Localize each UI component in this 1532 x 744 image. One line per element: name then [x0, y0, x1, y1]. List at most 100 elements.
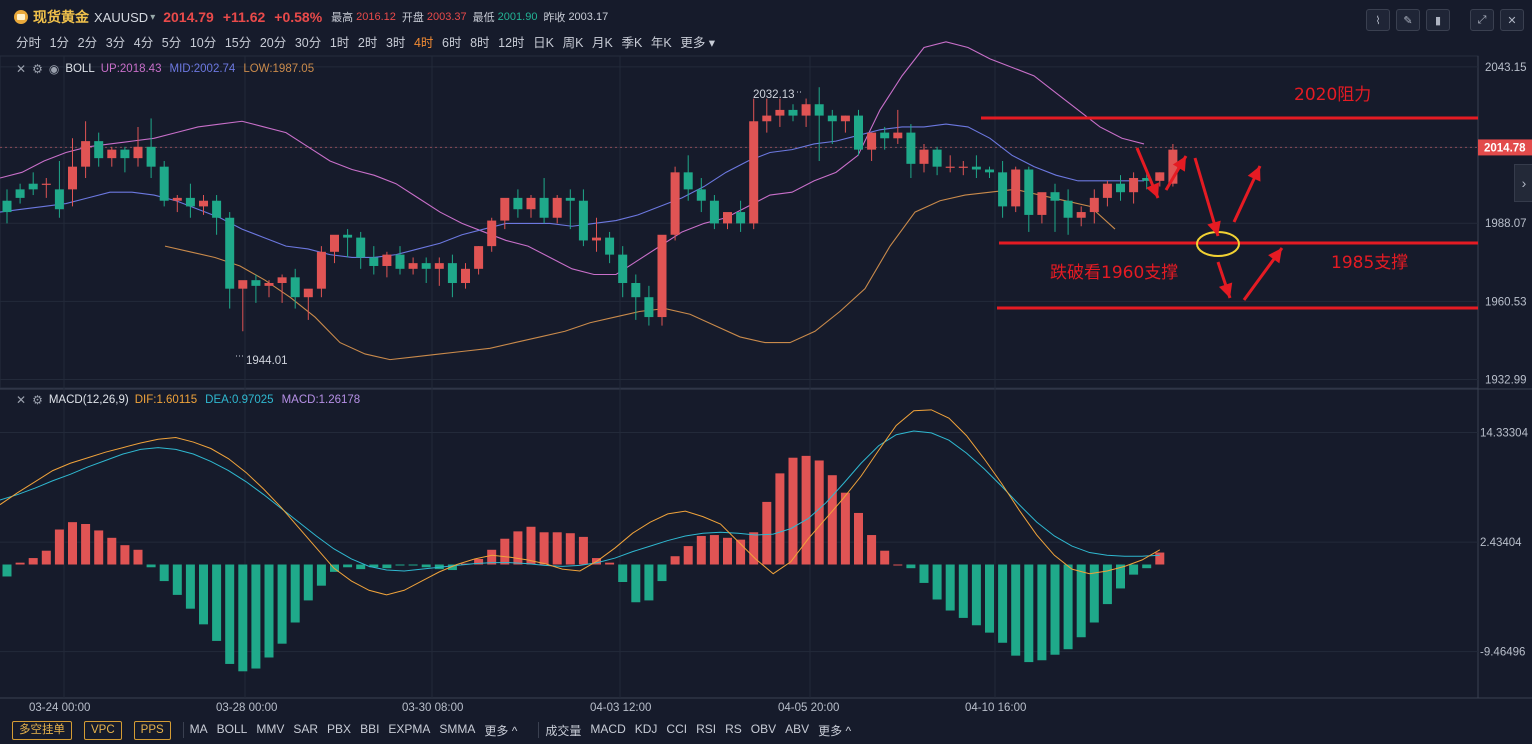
- macd-bar: [972, 565, 981, 626]
- macd-bar: [841, 493, 850, 565]
- macd-value: MACD:1.26178: [282, 394, 361, 406]
- time-tick-label: 04-10 16:00: [965, 702, 1026, 714]
- macd-bar: [238, 565, 247, 672]
- candle-body: [29, 184, 38, 190]
- gear-icon[interactable]: ⚙: [32, 62, 43, 76]
- candle-body: [1103, 184, 1112, 198]
- eye-icon[interactable]: ◉: [49, 62, 59, 76]
- candle-body: [396, 255, 405, 269]
- boll-legend: ✕ ⚙ ◉ BOLL UP:2018.43 MID:2002.74 LOW:19…: [16, 61, 314, 77]
- macd-bar: [500, 539, 509, 565]
- gear-icon[interactable]: ⚙: [32, 393, 43, 407]
- macd-bar: [291, 565, 300, 623]
- candle-body: [540, 198, 549, 218]
- macd-bar: [1037, 565, 1046, 661]
- candle-body: [553, 198, 562, 218]
- macd-bar: [671, 556, 680, 564]
- macd-bar: [789, 458, 798, 565]
- macd-bar: [1142, 565, 1151, 569]
- macd-bar: [540, 532, 549, 564]
- sub-indicators-1[interactable]: MACD: [590, 722, 625, 739]
- macd-bar: [762, 502, 771, 565]
- main-indicators-1[interactable]: BOLL: [217, 722, 248, 739]
- price-tick-label: 1988.07: [1485, 218, 1527, 230]
- candle-body: [238, 280, 247, 289]
- sub-indicators-5[interactable]: RS: [725, 722, 742, 739]
- macd-bar: [1064, 565, 1073, 650]
- macd-bar: [553, 532, 562, 564]
- main-indicators-4[interactable]: PBX: [327, 722, 351, 739]
- candle-body: [1129, 178, 1138, 192]
- sub-indicators-4[interactable]: RSI: [696, 722, 716, 739]
- candle-body: [828, 116, 837, 122]
- main-indicators-7[interactable]: SMMA: [439, 722, 475, 739]
- candle-body: [291, 277, 300, 297]
- macd-bar: [644, 565, 653, 601]
- candle-body: [710, 201, 719, 224]
- candle-body: [3, 201, 12, 212]
- macd-bar: [723, 538, 732, 565]
- boll-low: LOW:1987.05: [243, 63, 314, 75]
- macd-bar: [42, 551, 51, 565]
- main-indicators-2[interactable]: MMV: [256, 722, 284, 739]
- candle-body: [107, 150, 116, 159]
- candle-body: [134, 147, 143, 158]
- candle-body: [278, 277, 287, 283]
- macd-bar: [815, 460, 824, 564]
- candle-body: [972, 167, 981, 170]
- macd-bar: [579, 537, 588, 565]
- sub-indicators-7[interactable]: ABV: [785, 722, 809, 739]
- candle-body: [212, 201, 221, 218]
- main-indicators-5[interactable]: BBI: [360, 722, 379, 739]
- divider: [183, 722, 184, 738]
- main-indicators-6[interactable]: EXPMA: [388, 722, 430, 739]
- macd-bar: [343, 565, 352, 568]
- macd-bar: [225, 565, 234, 664]
- candle-body: [775, 110, 784, 116]
- pps-button[interactable]: PPS: [134, 721, 171, 740]
- candle-body: [802, 104, 811, 115]
- candle-body: [225, 218, 234, 289]
- sub-indicators-0[interactable]: 成交量: [545, 722, 581, 739]
- support-label: 1985支撑: [1331, 253, 1408, 273]
- price-tick-label: 2043.15: [1485, 62, 1527, 74]
- sub-indicators-2[interactable]: KDJ: [635, 722, 658, 739]
- candle-body: [658, 235, 667, 317]
- macd-bar: [893, 565, 902, 566]
- macd-tick-label: 14.33304: [1480, 428, 1529, 440]
- macd-bar: [317, 565, 326, 586]
- sub-indicators-6[interactable]: OBV: [751, 722, 776, 739]
- candle-body: [382, 255, 391, 266]
- time-tick-label: 03-28 00:00: [216, 702, 277, 714]
- macd-bar: [854, 513, 863, 565]
- close-icon[interactable]: ✕: [16, 393, 26, 407]
- macd-bar: [382, 565, 391, 569]
- boll-lines: [0, 42, 1144, 360]
- candle-body: [16, 189, 25, 198]
- macd-dea: DEA:0.97025: [205, 394, 273, 406]
- boll-name: BOLL: [65, 63, 94, 75]
- macd-bar: [906, 565, 915, 569]
- sub-indicators-8[interactable]: 更多 ^: [818, 722, 851, 739]
- sub-indicators-3[interactable]: CCI: [666, 722, 687, 739]
- candle-body: [736, 212, 745, 223]
- long-short-orders-button[interactable]: 多空挂单: [12, 721, 72, 740]
- candle-body: [684, 172, 693, 189]
- macd-bar: [212, 565, 221, 641]
- chevron-right-icon[interactable]: ›: [1514, 164, 1532, 202]
- close-icon[interactable]: ✕: [16, 62, 26, 76]
- macd-dif: DIF:1.60115: [135, 394, 197, 406]
- macd-bar: [658, 565, 667, 582]
- candle-body: [631, 283, 640, 297]
- main-indicators-8[interactable]: 更多 ^: [484, 722, 517, 739]
- vpc-button[interactable]: VPC: [84, 721, 122, 740]
- main-indicators-3[interactable]: SAR: [293, 722, 318, 739]
- price-tick-label: 1960.53: [1485, 296, 1527, 308]
- macd-bar: [684, 546, 693, 564]
- sub-indicator-list: 成交量 MACD KDJ CCI RSI RS OBV ABV 更多 ^: [545, 722, 860, 739]
- macd-bar: [29, 558, 38, 564]
- macd-bar: [1011, 565, 1020, 656]
- main-indicators-0[interactable]: MA: [190, 722, 208, 739]
- macd-bar: [265, 565, 274, 658]
